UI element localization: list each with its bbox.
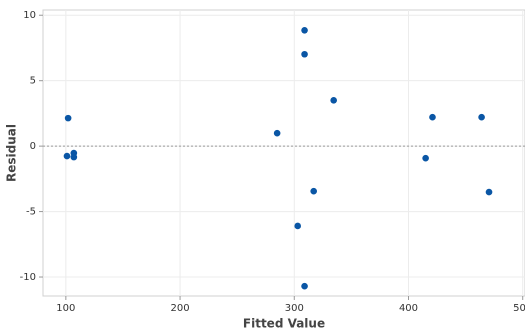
- point: [70, 153, 78, 161]
- y-tick-label: 5: [30, 76, 36, 87]
- point: [310, 187, 317, 195]
- y-axis-label: Residual: [5, 124, 19, 182]
- point: [301, 282, 308, 290]
- point: [301, 50, 308, 58]
- point: [301, 26, 308, 34]
- y-tick-label: 10: [23, 10, 36, 21]
- plot-area: [42, 9, 525, 297]
- point: [273, 129, 281, 137]
- x-axis-label: Fitted Value: [243, 317, 325, 331]
- x-tick-label: 100: [56, 303, 75, 314]
- point: [485, 188, 493, 196]
- point: [429, 113, 436, 121]
- x-tick-label: 200: [171, 303, 190, 314]
- x-tick-label: 400: [399, 303, 418, 314]
- point: [330, 97, 337, 104]
- point: [64, 114, 72, 122]
- point: [478, 113, 485, 121]
- x-tick-label: 300: [285, 303, 304, 314]
- point: [294, 222, 302, 230]
- y-tick-label: 0: [30, 141, 36, 152]
- y-tick-label: -10: [20, 272, 36, 283]
- point: [422, 154, 429, 162]
- point: [63, 152, 71, 160]
- x-tick-label: 500: [513, 303, 525, 314]
- y-tick-label: -5: [26, 207, 36, 218]
